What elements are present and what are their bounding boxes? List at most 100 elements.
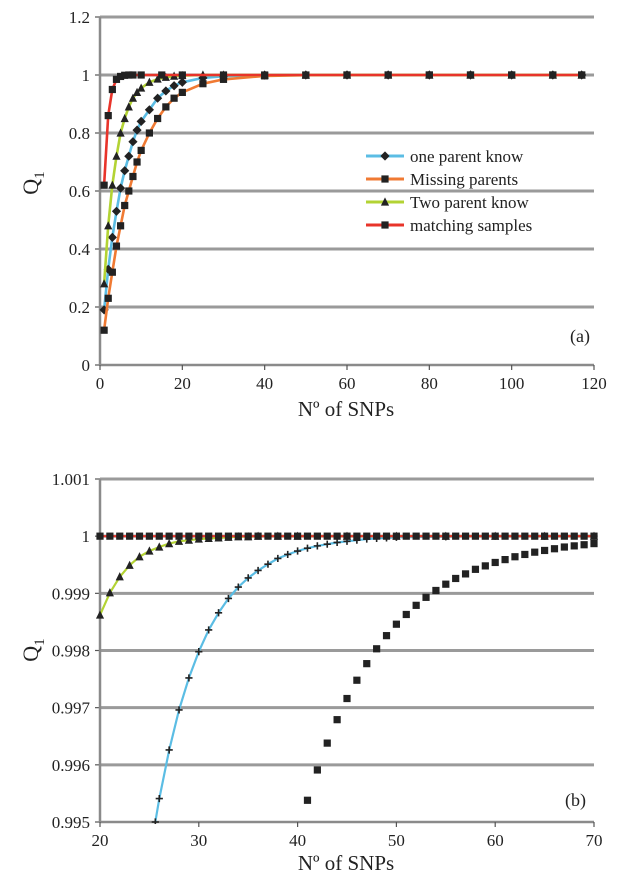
data-point <box>264 560 272 568</box>
data-point <box>153 93 163 103</box>
data-point <box>129 172 137 181</box>
data-point <box>471 565 480 573</box>
data-point <box>116 128 125 137</box>
x-tick-label: 40 <box>256 374 273 393</box>
data-point <box>108 85 116 94</box>
data-point <box>234 532 242 540</box>
data-point <box>363 660 371 668</box>
legend-item: matching samples <box>366 216 532 235</box>
data-point <box>254 532 262 540</box>
data-point <box>145 546 154 555</box>
data-point <box>244 532 252 540</box>
data-point <box>125 71 133 79</box>
data-point <box>219 71 228 79</box>
x-tick-label: 0 <box>96 374 105 393</box>
data-point <box>422 532 430 540</box>
data-point <box>112 151 121 160</box>
data-point <box>531 548 539 556</box>
data-point <box>105 588 114 597</box>
legend-item: Missing parents <box>366 170 518 189</box>
data-point <box>442 532 450 540</box>
data-point <box>153 74 162 83</box>
data-point <box>224 594 233 603</box>
data-point <box>155 532 163 540</box>
data-point <box>264 532 272 540</box>
data-point <box>323 532 331 540</box>
data-point <box>541 532 549 540</box>
data-point <box>133 158 141 166</box>
data-point <box>116 222 125 230</box>
data-point <box>115 572 124 581</box>
x-tick-label: 80 <box>421 374 438 393</box>
data-point <box>111 206 122 216</box>
data-point <box>501 532 509 540</box>
y-tick-label: 0.996 <box>52 756 90 775</box>
data-point <box>174 536 184 545</box>
data-point <box>261 71 269 79</box>
data-point <box>302 71 310 79</box>
data-point <box>175 532 183 540</box>
data-point <box>294 547 302 555</box>
data-point <box>570 532 578 540</box>
data-point <box>136 116 146 126</box>
data-point <box>343 694 351 703</box>
data-point <box>154 114 162 123</box>
series-matching-samples <box>100 71 586 189</box>
data-point <box>132 125 142 135</box>
data-point <box>353 676 361 684</box>
data-point <box>219 75 228 83</box>
data-point <box>313 766 321 774</box>
data-point <box>234 583 242 591</box>
y-tick-label: 0.998 <box>52 642 90 661</box>
data-point <box>373 532 381 540</box>
data-point <box>170 94 178 102</box>
data-point <box>491 558 499 567</box>
data-point <box>382 632 391 640</box>
data-point <box>169 81 179 91</box>
data-point <box>432 586 440 595</box>
x-tick-label: 30 <box>190 831 207 850</box>
data-point <box>303 544 312 552</box>
data-point <box>185 674 193 682</box>
y-tick-label: 0.999 <box>52 584 90 603</box>
y-axis-label: Q1 <box>18 171 48 194</box>
data-point <box>195 648 203 656</box>
data-point <box>294 532 302 540</box>
data-point <box>205 532 213 540</box>
y-tick-label: 1 <box>82 66 91 85</box>
data-point <box>112 242 121 250</box>
data-point <box>343 532 351 540</box>
data-point <box>137 146 145 154</box>
y-tick-label: 1.001 <box>52 470 90 489</box>
data-point <box>155 794 163 803</box>
data-point <box>155 542 164 551</box>
data-point <box>104 112 112 120</box>
legend-label: Two parent know <box>410 193 529 212</box>
data-point <box>178 71 186 79</box>
data-point <box>442 580 450 588</box>
y-tick-label: 1.2 <box>69 8 90 27</box>
y-axis-label: Q1 <box>18 638 48 661</box>
data-point <box>560 543 568 551</box>
gridlines <box>95 15 594 366</box>
y-tick-label: 0.997 <box>52 699 91 718</box>
data-point <box>549 71 557 79</box>
data-point <box>135 552 144 561</box>
series-matching-samples <box>96 532 598 540</box>
legend-swatch-marker <box>381 221 389 229</box>
gridlines <box>95 477 594 823</box>
y-tick-label: 0.4 <box>69 240 91 259</box>
y-tick-label: 0.2 <box>69 298 90 317</box>
data-point <box>333 532 341 540</box>
data-point <box>185 532 193 540</box>
data-point <box>151 818 159 824</box>
data-point <box>158 71 166 79</box>
data-point <box>128 93 138 102</box>
data-point <box>425 71 433 79</box>
data-point <box>178 88 186 96</box>
data-point <box>224 532 233 540</box>
data-point <box>382 532 391 540</box>
data-point <box>161 86 171 96</box>
data-point <box>214 609 223 617</box>
data-point <box>353 532 361 540</box>
